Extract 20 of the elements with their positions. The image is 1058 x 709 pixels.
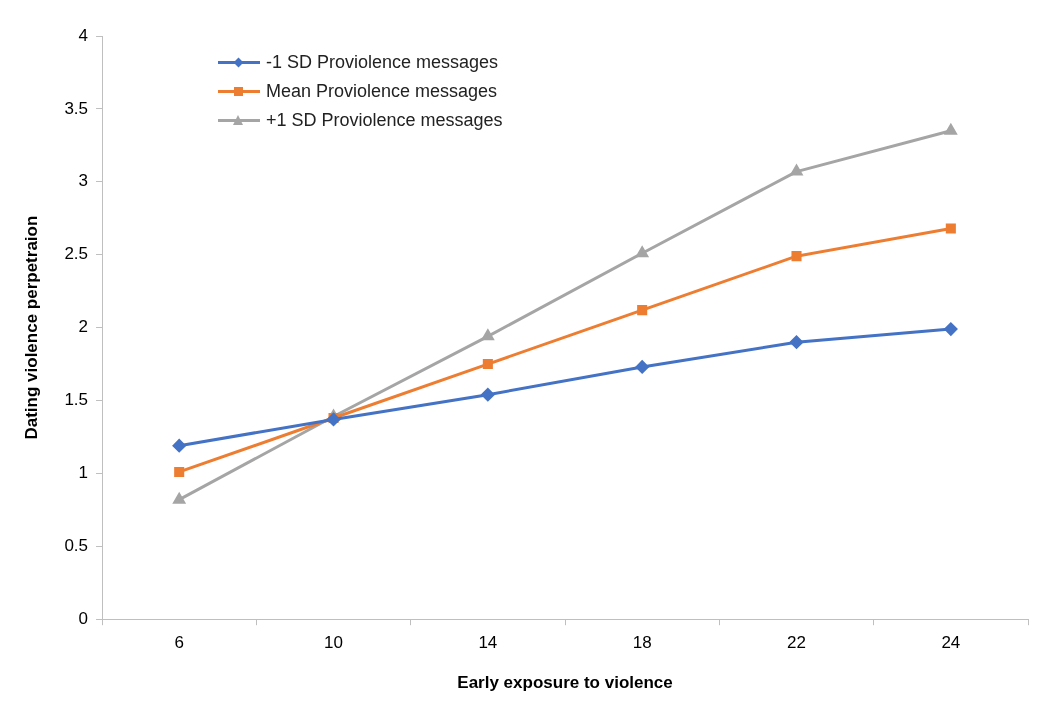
- y-tick-label: 3: [78, 171, 89, 191]
- x-tick-label: 14: [478, 633, 498, 653]
- legend-label: -1 SD Proviolence messages: [266, 52, 499, 73]
- x-axis-title: Early exposure to violence: [457, 673, 673, 693]
- y-tick-label: 4: [78, 25, 89, 45]
- y-tick-label: 2.5: [64, 244, 89, 264]
- legend-label: Mean Proviolence messages: [266, 81, 498, 102]
- y-tick-label: 1.5: [64, 390, 89, 410]
- y-tick-label: 0.5: [64, 535, 89, 555]
- x-tick-label: 6: [174, 633, 184, 653]
- y-axis-title: Dating violence perpetraion: [21, 215, 41, 440]
- x-tick-label: 24: [941, 633, 961, 653]
- y-tick-label: 3.5: [64, 98, 89, 118]
- y-tick-label: 1: [78, 463, 89, 483]
- y-tick-label: 0: [78, 608, 89, 628]
- x-tick-label: 22: [787, 633, 806, 653]
- x-tick-label: 18: [632, 633, 652, 653]
- y-tick-label: 2: [78, 317, 89, 337]
- x-tick-label: 10: [324, 633, 343, 653]
- legend-label: +1 SD Proviolence messages: [266, 110, 503, 131]
